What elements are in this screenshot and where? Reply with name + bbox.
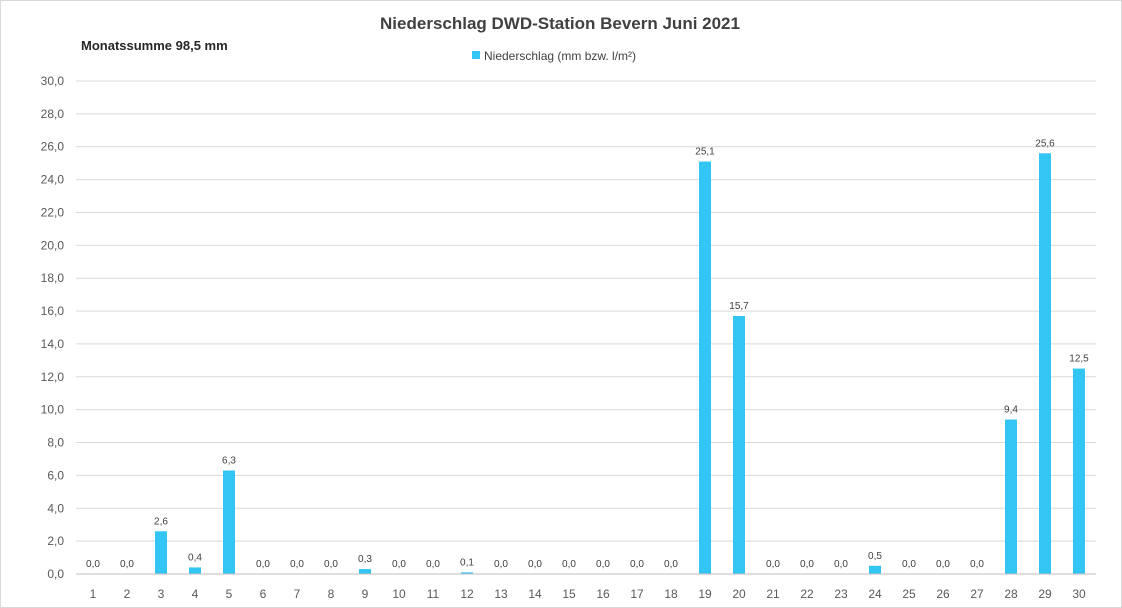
x-tick-label: 5 bbox=[226, 587, 233, 601]
y-tick-label: 12,0 bbox=[41, 370, 65, 384]
x-tick-label: 4 bbox=[192, 587, 199, 601]
y-tick-label: 28,0 bbox=[41, 107, 65, 121]
data-label-day-17: 0,0 bbox=[630, 559, 644, 570]
chart-title: Niederschlag DWD-Station Bevern Juni 202… bbox=[380, 14, 740, 33]
x-tick-label: 2 bbox=[124, 587, 131, 601]
data-label-day-30: 12,5 bbox=[1069, 354, 1089, 365]
x-tick-label: 15 bbox=[562, 587, 576, 601]
data-label-day-22: 0,0 bbox=[800, 559, 814, 570]
bar-day-29 bbox=[1039, 153, 1051, 574]
bar-day-12 bbox=[461, 572, 473, 574]
data-label-day-24: 0,5 bbox=[868, 551, 882, 562]
data-label-day-11: 0,0 bbox=[426, 559, 440, 570]
grid-lines bbox=[76, 80, 1096, 542]
data-label-day-29: 25,6 bbox=[1035, 138, 1055, 149]
y-tick-label: 26,0 bbox=[41, 140, 65, 154]
x-tick-label: 3 bbox=[158, 587, 165, 601]
x-tick-label: 29 bbox=[1038, 587, 1052, 601]
x-tick-label: 19 bbox=[698, 587, 712, 601]
y-tick-label: 20,0 bbox=[41, 238, 65, 252]
data-label-day-20: 15,7 bbox=[729, 301, 749, 312]
data-labels: 0,0 0,0 2,6 0,4 6,3 0,0 0,0 0,0 0,3 0,0 0,0 0,1 0,0 0… bbox=[86, 138, 1089, 570]
y-axis-tick-labels: 0,0 2,0 4,0 6,0 8,0 10,0 12,0 14,0 16,0 18,0 20,0 2… bbox=[41, 74, 65, 581]
x-tick-label: 25 bbox=[902, 587, 916, 601]
y-tick-label: 8,0 bbox=[47, 436, 64, 450]
monthly-total-annotation: Monatssumme 98,5 mm bbox=[81, 38, 228, 53]
data-label-day-14: 0,0 bbox=[528, 559, 542, 570]
x-tick-label: 1 bbox=[90, 587, 97, 601]
x-tick-label: 20 bbox=[732, 587, 746, 601]
y-tick-label: 14,0 bbox=[41, 337, 65, 351]
x-tick-label: 16 bbox=[596, 587, 610, 601]
y-tick-label: 24,0 bbox=[41, 173, 65, 187]
x-tick-label: 6 bbox=[260, 587, 267, 601]
x-tick-label: 23 bbox=[834, 587, 848, 601]
y-tick-label: 0,0 bbox=[47, 567, 64, 581]
x-axis-tick-labels: 1 2 3 4 5 6 7 8 9 10 11 12 13 14 15 16 17 18 19 20 21 22 23 24 2… bbox=[90, 587, 1086, 601]
data-label-day-8: 0,0 bbox=[324, 559, 338, 570]
x-tick-label: 10 bbox=[392, 587, 406, 601]
data-label-day-7: 0,0 bbox=[290, 559, 304, 570]
bar-day-28 bbox=[1005, 419, 1017, 574]
y-tick-label: 18,0 bbox=[41, 271, 65, 285]
data-label-day-5: 6,3 bbox=[222, 455, 236, 466]
x-tick-label: 27 bbox=[970, 587, 984, 601]
x-tick-label: 17 bbox=[630, 587, 644, 601]
y-tick-label: 4,0 bbox=[47, 501, 64, 515]
y-tick-label: 10,0 bbox=[41, 403, 65, 417]
x-tick-label: 13 bbox=[494, 587, 508, 601]
legend-label: Niederschlag (mm bzw. l/m²) bbox=[484, 49, 636, 63]
legend: Niederschlag (mm bzw. l/m²) bbox=[472, 49, 636, 63]
x-tick-label: 24 bbox=[868, 587, 882, 601]
x-tick-label: 26 bbox=[936, 587, 950, 601]
data-label-day-10: 0,0 bbox=[392, 559, 406, 570]
x-tick-label: 11 bbox=[427, 587, 440, 601]
data-label-day-19: 25,1 bbox=[695, 147, 715, 158]
bar-day-9 bbox=[359, 569, 371, 574]
data-label-day-21: 0,0 bbox=[766, 559, 780, 570]
y-tick-label: 22,0 bbox=[41, 205, 65, 219]
data-label-day-6: 0,0 bbox=[256, 559, 270, 570]
x-tick-label: 9 bbox=[362, 587, 369, 601]
data-label-day-26: 0,0 bbox=[936, 559, 950, 570]
bar-day-5 bbox=[223, 470, 235, 574]
x-tick-label: 18 bbox=[664, 587, 678, 601]
bar-day-24 bbox=[869, 565, 881, 574]
bar-day-3 bbox=[155, 531, 167, 574]
bars bbox=[155, 153, 1085, 575]
data-label-day-16: 0,0 bbox=[596, 559, 610, 570]
data-label-day-25: 0,0 bbox=[902, 559, 916, 570]
y-tick-label: 16,0 bbox=[41, 304, 65, 318]
y-tick-label: 2,0 bbox=[47, 534, 64, 548]
x-tick-label: 7 bbox=[294, 587, 301, 601]
x-tick-label: 28 bbox=[1004, 587, 1018, 601]
x-tick-label: 22 bbox=[800, 587, 814, 601]
data-label-day-28: 9,4 bbox=[1004, 405, 1018, 416]
data-label-day-1: 0,0 bbox=[86, 559, 100, 570]
data-label-day-4: 0,4 bbox=[188, 552, 202, 563]
bar-day-30 bbox=[1073, 368, 1085, 574]
x-tick-label: 12 bbox=[460, 587, 474, 601]
data-label-day-23: 0,0 bbox=[834, 559, 848, 570]
data-label-day-3: 2,6 bbox=[154, 516, 168, 527]
y-tick-label: 30,0 bbox=[41, 74, 65, 88]
data-label-day-13: 0,0 bbox=[494, 559, 508, 570]
bar-day-20 bbox=[733, 315, 745, 574]
data-label-day-9: 0,3 bbox=[358, 554, 372, 565]
y-tick-label: 6,0 bbox=[47, 468, 64, 482]
x-tick-label: 30 bbox=[1072, 587, 1086, 601]
bar-day-4 bbox=[189, 567, 201, 574]
x-tick-label: 21 bbox=[766, 587, 780, 601]
data-label-day-12: 0,1 bbox=[460, 557, 474, 568]
data-label-day-2: 0,0 bbox=[120, 559, 134, 570]
x-tick-label: 8 bbox=[328, 587, 335, 601]
data-label-day-15: 0,0 bbox=[562, 559, 576, 570]
bar-day-19 bbox=[699, 161, 711, 575]
legend-swatch bbox=[472, 51, 480, 59]
data-label-day-18: 0,0 bbox=[664, 559, 678, 570]
x-tick-label: 14 bbox=[528, 587, 542, 601]
data-label-day-27: 0,0 bbox=[970, 559, 984, 570]
